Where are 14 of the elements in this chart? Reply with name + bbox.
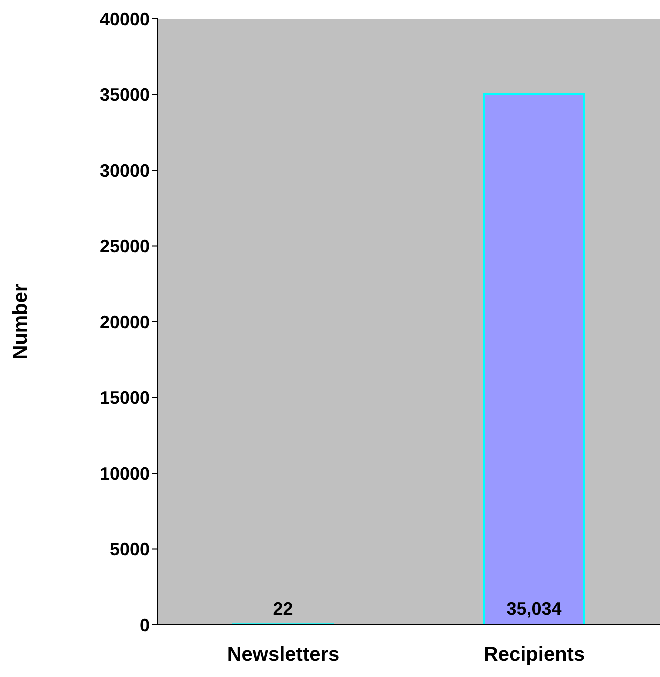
y-tick-label: 20000 (100, 312, 150, 332)
y-tick-label: 35000 (100, 85, 150, 106)
y-tick-label: 30000 (100, 160, 150, 181)
y-tick-label: 5000 (110, 540, 150, 560)
x-tick-label: Newsletters (227, 644, 340, 666)
data-label: 35,034 (506, 599, 562, 619)
y-tick-label: 25000 (100, 236, 150, 257)
y-tick-label: 15000 (100, 388, 150, 408)
y-tick-label: 10000 (100, 464, 150, 484)
y-axis-title: Number (10, 284, 32, 360)
data-label: 22 (273, 599, 294, 619)
y-tick-label: 0 (140, 615, 150, 636)
y-tick-label: 40000 (100, 9, 150, 30)
x-tick-label: Recipients (484, 644, 586, 666)
